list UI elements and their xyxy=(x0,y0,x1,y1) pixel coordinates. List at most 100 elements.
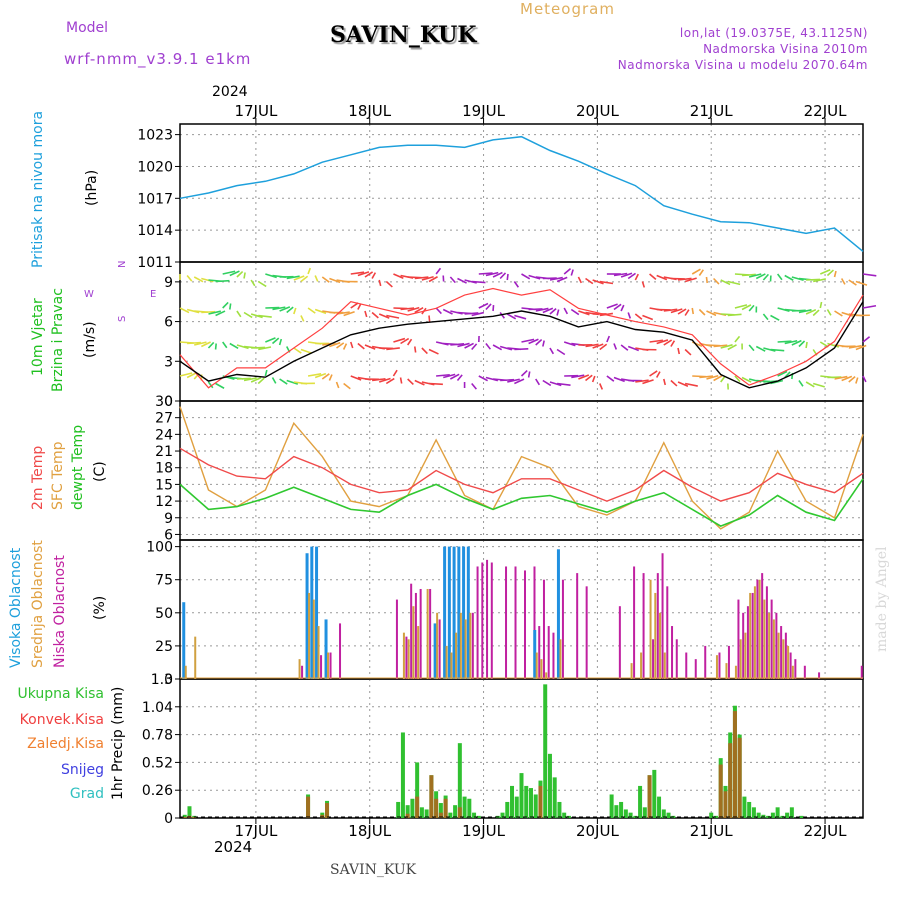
wind-arrow xyxy=(699,375,714,379)
precip-total-bar xyxy=(623,809,628,818)
precip-total-bar xyxy=(543,684,548,818)
wind-arrow xyxy=(556,382,571,386)
model-label: Model xyxy=(66,20,109,36)
precip-total-bar xyxy=(638,785,643,818)
x-tick-label-bottom: 20JUL xyxy=(576,822,619,840)
cloud-low-bar xyxy=(737,599,740,679)
wind-arrow xyxy=(819,301,823,309)
wind-arrow xyxy=(755,345,766,352)
wind-arrow xyxy=(649,339,664,343)
precip-total-bar xyxy=(775,807,780,818)
cloud-mid-bar xyxy=(654,592,657,679)
wind-arrow xyxy=(713,375,723,382)
wind-arrow xyxy=(528,274,541,280)
wind-arrow xyxy=(848,344,862,349)
y-tick-label: 18 xyxy=(155,461,173,477)
wind-arrow xyxy=(307,307,316,314)
wind-arrow xyxy=(521,273,531,280)
precip-total-bar xyxy=(742,796,747,818)
wind-arrow xyxy=(812,382,825,388)
precip-total-bar xyxy=(405,805,410,818)
dewpt-line xyxy=(179,478,864,527)
wind-arrow xyxy=(776,273,783,281)
wind-arrow xyxy=(265,273,277,279)
compass-w: W xyxy=(84,289,94,300)
cloud-mid-bar xyxy=(649,579,652,679)
wind-arrow xyxy=(194,341,207,346)
wind-arrow xyxy=(549,347,555,355)
wind-arrow xyxy=(258,346,272,351)
wind-arrow xyxy=(385,280,393,288)
wind-arrow xyxy=(655,371,661,378)
wind-arrow xyxy=(215,310,226,317)
precip-total-bar xyxy=(533,794,538,818)
wind-arrow xyxy=(521,338,535,343)
wind-arrow xyxy=(827,342,840,348)
temp-2m-line xyxy=(179,447,864,502)
wind-arrow xyxy=(272,306,286,311)
wind-arrow xyxy=(492,271,503,278)
wind-arrow xyxy=(720,279,731,286)
cloud-low-bar xyxy=(789,652,792,679)
precip-conv-bar xyxy=(434,798,439,818)
precip-total-bar xyxy=(396,801,401,818)
wind-arrow xyxy=(371,378,386,382)
wind-arrow xyxy=(542,340,545,347)
wind-arrow xyxy=(627,272,636,280)
precip-conv-bar xyxy=(732,711,737,818)
cloud-mid-bar xyxy=(407,639,410,679)
precip-conv-bar xyxy=(647,775,652,818)
wind-arrow xyxy=(770,314,780,321)
wind-arrow xyxy=(570,308,580,316)
cloud-high-bar xyxy=(447,546,451,679)
model-name: wrf-nmm_v3.9.1 e1km xyxy=(64,50,252,68)
cloud-mid-bar xyxy=(327,652,330,679)
y-tick-label: 25 xyxy=(155,639,173,655)
wind-arrow xyxy=(450,343,465,346)
wind-arrow xyxy=(855,377,859,384)
y-tick-label: 6 xyxy=(164,527,173,543)
wind-arrow xyxy=(250,313,263,319)
wind-arrow xyxy=(684,277,697,283)
wind-arrow xyxy=(200,341,211,348)
cloud-mid-bar xyxy=(184,665,187,679)
y-tick-label: 1017 xyxy=(137,191,173,207)
wind-arrow xyxy=(471,280,486,284)
cloud-low-bar xyxy=(320,655,323,679)
cloud-high-bar xyxy=(556,549,560,679)
wind-arrow xyxy=(357,303,362,310)
x-tick-label-top: 22JUL xyxy=(804,102,847,120)
cloud-low-bar xyxy=(751,592,754,679)
cloud-low-bar xyxy=(471,612,474,679)
wind-arrow xyxy=(328,374,333,381)
wind-arrow xyxy=(500,378,515,382)
wind-arrow xyxy=(393,273,404,279)
panel-frame xyxy=(179,400,864,541)
legend-snow: Snijeg xyxy=(60,762,104,778)
cloud-mid-bar xyxy=(417,626,420,679)
cloud-mid-bar xyxy=(734,665,737,679)
wind-arrow xyxy=(343,382,351,390)
cloud-low-bar xyxy=(666,586,669,679)
wind-arrow xyxy=(606,335,611,343)
precip-total-bar xyxy=(642,807,647,818)
wind-arrow xyxy=(527,371,531,378)
cloud-mid-bar xyxy=(436,612,439,679)
precip-total-bar xyxy=(424,809,429,818)
wind-arrow xyxy=(848,279,857,286)
precip-conv-bar xyxy=(438,812,443,818)
wind-arrow xyxy=(300,315,305,322)
cloud-low-bar xyxy=(405,636,408,679)
wind-arrow xyxy=(393,337,406,343)
wind-arrow xyxy=(620,304,625,312)
wind-arrow xyxy=(386,314,400,319)
wind-arrow xyxy=(457,277,467,284)
wind-arrow xyxy=(222,301,229,309)
wind-arrow xyxy=(684,309,690,316)
wind-arrow xyxy=(236,344,249,350)
cloud-low-bar xyxy=(301,665,304,679)
precip-total-bar xyxy=(661,809,666,818)
wind-arrow xyxy=(627,345,639,352)
wind-arrow xyxy=(777,340,792,343)
wind-arrow xyxy=(663,308,678,312)
